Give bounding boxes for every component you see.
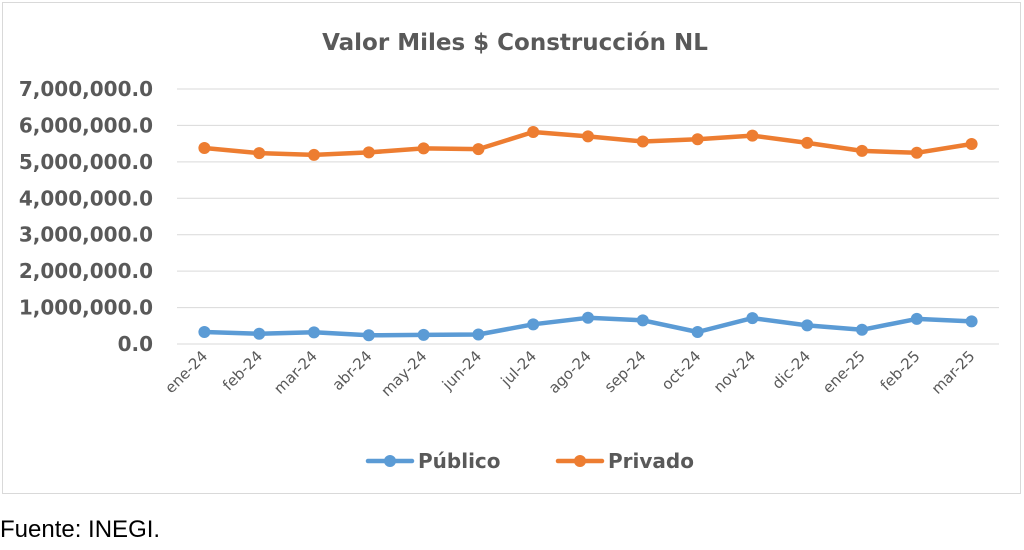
x-tick-label: abr-24	[329, 347, 376, 394]
data-point-1-8	[636, 135, 649, 148]
source-note: Fuente: INEGI.	[0, 516, 161, 543]
y-tick-label: 3,000,000.0	[19, 223, 153, 247]
series-lines	[198, 125, 978, 342]
x-tick-label: jul-24	[497, 347, 540, 390]
data-point-1-14	[965, 138, 978, 151]
y-tick-label: 0.0	[118, 332, 153, 356]
legend-label-1: Privado	[608, 449, 694, 473]
x-tick-label: may-24	[377, 347, 430, 400]
grid-lines	[177, 88, 999, 345]
data-point-0-7	[582, 311, 594, 324]
y-tick-label: 4,000,000.0	[19, 186, 153, 210]
data-point-1-13	[910, 146, 923, 159]
data-point-0-8	[636, 314, 649, 327]
data-point-0-5	[472, 328, 485, 341]
data-point-0-4	[417, 328, 430, 341]
data-point-0-2	[308, 326, 320, 339]
data-point-0-0	[198, 325, 211, 338]
x-tick-label: feb-24	[219, 347, 266, 394]
data-point-1-0	[198, 142, 211, 155]
legend-marker-0	[384, 455, 396, 467]
legend-label-0: Público	[418, 449, 501, 473]
y-axis-ticks: 0.0 1,000,000.0 2,000,000.0 3,000,000.0 4,00…	[19, 77, 153, 356]
legend: Público Privado	[365, 449, 694, 473]
y-tick-label: 2,000,000.0	[19, 259, 153, 283]
data-point-0-10	[746, 312, 759, 325]
data-point-1-3	[362, 146, 375, 159]
chart-frame: Valor Miles $ Construcción NL 0.0 1,000,0…	[2, 2, 1021, 494]
data-point-1-1	[253, 147, 266, 160]
x-tick-label: sep-24	[601, 347, 650, 396]
x-tick-label: dic-24	[768, 347, 814, 393]
data-point-0-13	[910, 312, 923, 325]
x-tick-label: nov-24	[710, 347, 759, 396]
data-point-1-5	[472, 143, 485, 156]
data-point-0-1	[253, 327, 266, 340]
data-point-1-4	[417, 142, 430, 155]
chart-title: Valor Miles $ Construcción NL	[322, 30, 708, 56]
legend-marker-1	[574, 455, 586, 467]
y-tick-label: 5,000,000.0	[19, 150, 153, 174]
data-point-0-6	[527, 318, 540, 331]
x-tick-label: ene-24	[161, 347, 211, 397]
data-point-1-6	[527, 125, 540, 138]
x-tick-label: ago-24	[545, 347, 595, 397]
line-chart: Valor Miles $ Construcción NL 0.0 1,000,0…	[19, 30, 999, 473]
y-tick-label: 7,000,000.0	[19, 77, 153, 101]
x-tick-label: mar-25	[928, 347, 979, 398]
data-point-1-2	[308, 148, 320, 161]
data-point-0-12	[856, 323, 868, 336]
data-point-0-14	[965, 315, 978, 328]
data-point-1-10	[746, 129, 759, 142]
y-tick-label: 6,000,000.0	[19, 113, 153, 137]
data-point-0-9	[691, 325, 704, 338]
x-tick-label: jun-24	[438, 347, 485, 394]
x-tick-label: oct-24	[658, 347, 705, 394]
data-point-1-9	[691, 133, 704, 146]
x-tick-label: feb-25	[877, 347, 924, 394]
x-tick-label: ene-25	[819, 347, 869, 397]
data-point-1-7	[582, 130, 594, 143]
data-point-1-12	[856, 144, 868, 157]
data-point-0-3	[362, 329, 375, 342]
x-tick-label: mar-24	[270, 347, 321, 398]
data-point-0-11	[801, 319, 814, 332]
y-tick-label: 1,000,000.0	[19, 296, 153, 320]
x-axis-ticks: ene-24 feb-24 mar-24 abr-24 may-24 jun-24 jul-…	[161, 347, 978, 400]
data-point-1-11	[801, 136, 814, 149]
